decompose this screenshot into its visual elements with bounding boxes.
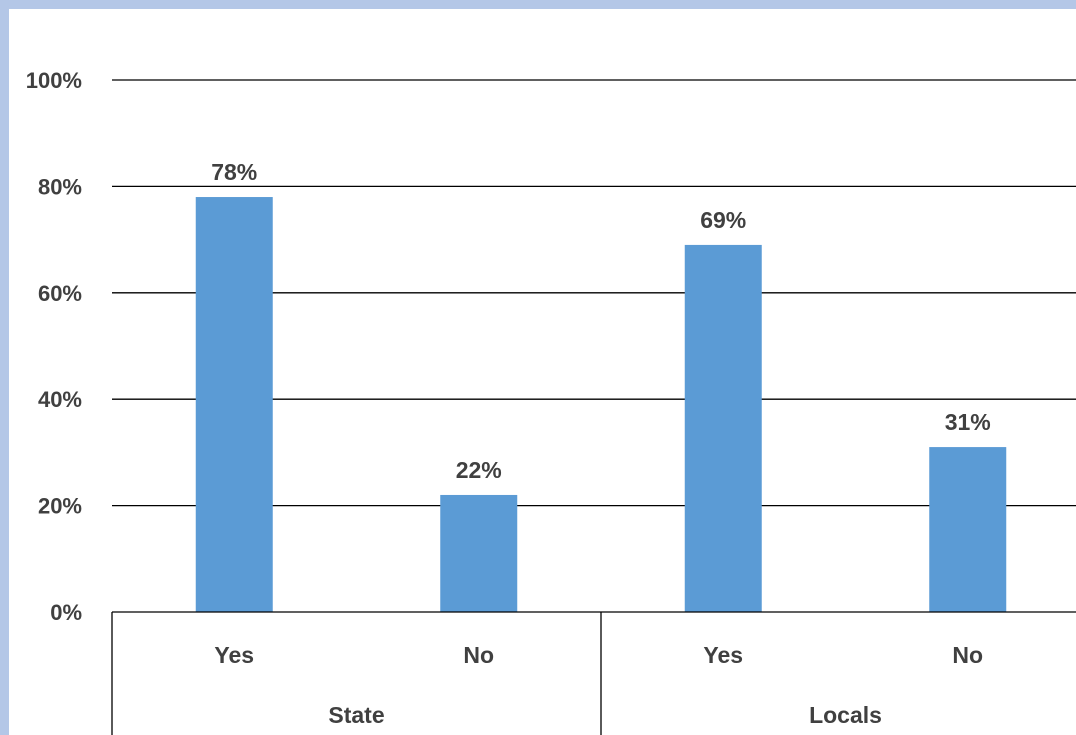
data-label: 78% bbox=[211, 159, 257, 185]
y-tick-label: 20% bbox=[38, 494, 82, 519]
bar-state-yes bbox=[195, 197, 273, 613]
chart-panel bbox=[9, 9, 1076, 735]
y-tick-label: 60% bbox=[38, 281, 82, 306]
group-label: State bbox=[328, 702, 384, 728]
category-label: Yes bbox=[214, 642, 254, 668]
data-label: 69% bbox=[700, 207, 746, 233]
y-tick-label: 40% bbox=[38, 387, 82, 412]
data-label: 31% bbox=[945, 409, 991, 435]
y-tick-label: 0% bbox=[50, 600, 82, 625]
y-tick-label: 100% bbox=[26, 68, 82, 93]
data-label: 22% bbox=[456, 457, 502, 483]
bar-locals-no bbox=[929, 447, 1007, 612]
category-label: No bbox=[952, 642, 983, 668]
category-label: No bbox=[463, 642, 494, 668]
bar-locals-yes bbox=[684, 244, 762, 613]
y-tick-label: 80% bbox=[38, 174, 82, 199]
group-label: Locals bbox=[809, 702, 882, 728]
bar-state-no bbox=[440, 494, 518, 612]
category-label: Yes bbox=[703, 642, 743, 668]
